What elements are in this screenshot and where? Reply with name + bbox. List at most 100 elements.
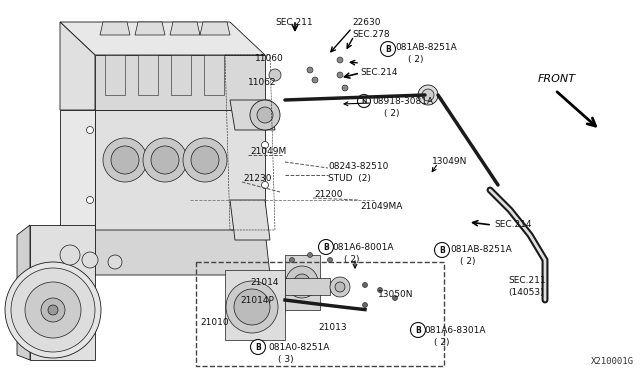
Circle shape — [226, 281, 278, 333]
Circle shape — [337, 57, 343, 63]
Text: ( 2): ( 2) — [408, 55, 424, 64]
Circle shape — [108, 255, 122, 269]
Polygon shape — [138, 55, 158, 95]
Text: B: B — [323, 243, 329, 252]
Polygon shape — [170, 22, 200, 35]
Circle shape — [82, 252, 98, 268]
Circle shape — [378, 288, 383, 292]
Circle shape — [48, 305, 58, 315]
Text: B: B — [439, 246, 445, 255]
Text: 21200: 21200 — [314, 190, 342, 199]
Text: ( 2): ( 2) — [460, 257, 476, 266]
Circle shape — [60, 245, 80, 265]
Text: 11060: 11060 — [255, 54, 284, 63]
Circle shape — [41, 298, 65, 322]
Text: 13049N: 13049N — [432, 157, 467, 166]
Text: 08243-82510: 08243-82510 — [328, 162, 388, 171]
Circle shape — [435, 243, 449, 257]
Text: 21013: 21013 — [318, 323, 347, 332]
Text: ( 2): ( 2) — [434, 338, 449, 347]
Polygon shape — [285, 278, 330, 295]
Circle shape — [151, 146, 179, 174]
Text: N: N — [362, 99, 367, 104]
Circle shape — [250, 100, 280, 130]
Text: 21049M: 21049M — [250, 147, 286, 156]
Circle shape — [238, 285, 278, 325]
Polygon shape — [60, 230, 95, 275]
Circle shape — [362, 282, 367, 288]
Text: ( 2): ( 2) — [384, 109, 399, 118]
Circle shape — [25, 282, 81, 338]
Circle shape — [328, 257, 333, 263]
Text: B: B — [255, 343, 261, 352]
Circle shape — [86, 126, 93, 134]
Text: 11062: 11062 — [248, 78, 276, 87]
Circle shape — [381, 42, 396, 57]
Polygon shape — [100, 22, 130, 35]
Text: B: B — [415, 326, 421, 335]
Text: SEC.211: SEC.211 — [508, 276, 546, 285]
Circle shape — [103, 138, 147, 182]
Circle shape — [342, 85, 348, 91]
Text: 081AB-8251A: 081AB-8251A — [395, 43, 457, 52]
Polygon shape — [171, 55, 191, 95]
Text: FRONT: FRONT — [538, 74, 576, 84]
Text: SEC.214: SEC.214 — [360, 68, 397, 77]
Polygon shape — [105, 55, 125, 95]
Circle shape — [86, 196, 93, 203]
Text: 081A0-8251A: 081A0-8251A — [268, 343, 330, 352]
Circle shape — [307, 67, 313, 73]
Circle shape — [312, 77, 318, 83]
Polygon shape — [60, 110, 95, 230]
Circle shape — [294, 274, 310, 290]
Circle shape — [286, 266, 318, 298]
Circle shape — [422, 89, 434, 101]
Circle shape — [289, 257, 294, 263]
Polygon shape — [30, 225, 95, 360]
Polygon shape — [285, 255, 320, 310]
Circle shape — [362, 302, 367, 308]
Polygon shape — [60, 22, 265, 55]
Text: SEC.211: SEC.211 — [275, 18, 312, 27]
Text: B: B — [385, 45, 391, 54]
Polygon shape — [230, 100, 275, 130]
Text: 21014P: 21014P — [240, 296, 274, 305]
Circle shape — [257, 107, 273, 123]
Text: 21010: 21010 — [200, 318, 228, 327]
Polygon shape — [230, 200, 270, 240]
Circle shape — [392, 295, 397, 301]
Text: 081A6-8301A: 081A6-8301A — [424, 326, 486, 335]
Polygon shape — [200, 22, 230, 35]
Text: 081AB-8251A: 081AB-8251A — [450, 245, 512, 254]
Polygon shape — [225, 270, 285, 340]
Circle shape — [183, 138, 227, 182]
Polygon shape — [95, 110, 265, 230]
Circle shape — [269, 69, 281, 81]
Circle shape — [250, 297, 266, 313]
Circle shape — [230, 277, 286, 333]
Text: ( 3): ( 3) — [278, 355, 294, 364]
Circle shape — [330, 277, 350, 297]
Circle shape — [111, 146, 139, 174]
Circle shape — [143, 138, 187, 182]
Text: 21014: 21014 — [250, 278, 278, 287]
Polygon shape — [135, 22, 165, 35]
Circle shape — [418, 85, 438, 105]
Circle shape — [234, 289, 270, 325]
Polygon shape — [17, 225, 30, 360]
Text: 13050N: 13050N — [378, 290, 413, 299]
Circle shape — [262, 182, 269, 189]
Text: ( 2): ( 2) — [344, 255, 360, 264]
Text: 08918-3081A: 08918-3081A — [372, 97, 433, 106]
Polygon shape — [60, 22, 95, 110]
Circle shape — [11, 268, 95, 352]
Text: STUD  (2): STUD (2) — [328, 174, 371, 183]
Circle shape — [250, 340, 266, 355]
Text: SEC.214: SEC.214 — [494, 220, 531, 229]
Text: 081A6-8001A: 081A6-8001A — [332, 243, 394, 252]
Circle shape — [191, 146, 219, 174]
Circle shape — [262, 141, 269, 148]
Polygon shape — [95, 55, 265, 110]
Text: 21230: 21230 — [243, 174, 271, 183]
Circle shape — [335, 282, 345, 292]
